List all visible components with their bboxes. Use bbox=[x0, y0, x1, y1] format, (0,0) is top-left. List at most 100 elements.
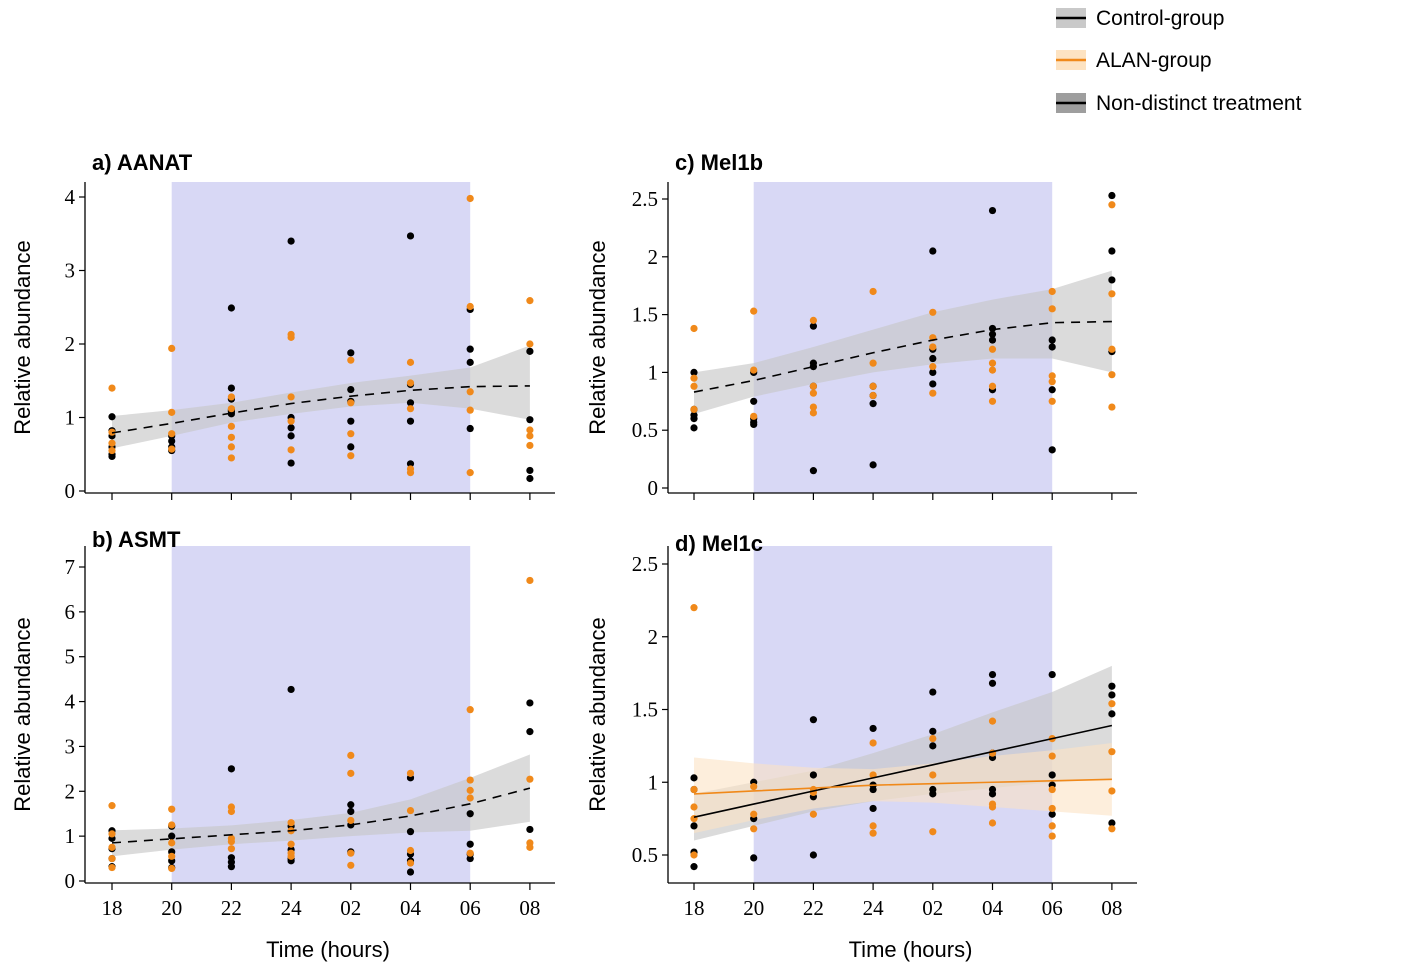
data-point-alan bbox=[347, 769, 355, 777]
data-point-control bbox=[227, 384, 235, 392]
data-point-alan bbox=[168, 839, 176, 847]
data-point-alan bbox=[1108, 290, 1116, 298]
data-point-control bbox=[988, 670, 997, 679]
x-tick-label: 22 bbox=[221, 896, 242, 920]
data-point-alan bbox=[168, 864, 176, 873]
fit-line-alan bbox=[693, 778, 1112, 795]
data-point-control bbox=[988, 206, 997, 215]
data-point-alan bbox=[227, 433, 235, 441]
data-point-alan bbox=[1048, 378, 1056, 386]
data-point-alan bbox=[347, 356, 355, 364]
fit-line-non-distinct bbox=[693, 320, 1112, 393]
data-point-alan bbox=[347, 861, 355, 869]
y-tick-label: 0.5 bbox=[632, 843, 658, 867]
data-point-alan bbox=[1048, 752, 1056, 760]
data-point-alan bbox=[406, 405, 415, 413]
data-point-alan bbox=[1048, 822, 1056, 830]
data-point-alan bbox=[287, 333, 295, 341]
data-point-alan bbox=[869, 382, 877, 390]
data-point-control bbox=[988, 324, 997, 333]
data-point-alan bbox=[1108, 825, 1116, 833]
data-point-alan bbox=[168, 344, 176, 353]
y-tick-label: 2 bbox=[648, 245, 659, 269]
data-point-control bbox=[108, 413, 116, 421]
data-point-alan bbox=[406, 806, 415, 815]
data-point-alan bbox=[526, 576, 534, 585]
data-point-control bbox=[988, 790, 997, 798]
data-point-alan bbox=[1108, 371, 1116, 379]
data-point-alan bbox=[466, 786, 474, 794]
fit-line-non-distinct bbox=[111, 385, 530, 434]
data-point-control bbox=[287, 237, 295, 245]
data-point-control bbox=[347, 807, 355, 816]
data-point-control bbox=[406, 399, 415, 407]
panel-mel1c: 0.5 1 1.5 2 2.5 18 20 22 24 02 04 06 08 d) Mel1c Relat… bbox=[585, 531, 1137, 962]
data-point-control bbox=[466, 854, 474, 863]
data-point-alan bbox=[406, 379, 415, 387]
panel-title: a) AANAT bbox=[92, 150, 193, 175]
data-point-control bbox=[1108, 191, 1116, 200]
data-point-alan bbox=[227, 807, 235, 816]
x-tick-label: 04 bbox=[400, 896, 422, 920]
data-point-control bbox=[1048, 336, 1056, 344]
legend: Control-group ALAN-group Non-distinct tr… bbox=[1056, 7, 1302, 115]
data-point-alan bbox=[526, 426, 534, 434]
data-point-alan bbox=[929, 771, 937, 779]
data-point-alan bbox=[347, 849, 355, 857]
data-point-alan bbox=[287, 446, 295, 454]
data-point-control bbox=[988, 679, 997, 687]
data-point-alan bbox=[690, 785, 698, 794]
data-point-alan bbox=[526, 843, 534, 851]
data-point-alan bbox=[526, 297, 534, 305]
y-tick-label: 2 bbox=[65, 332, 76, 356]
data-point-control bbox=[929, 380, 937, 388]
data-point-control bbox=[168, 437, 176, 445]
data-point-alan bbox=[809, 382, 818, 390]
y-tick-label: 1.5 bbox=[632, 698, 658, 722]
data-point-control bbox=[1048, 343, 1056, 351]
legend-item-control: Control-group bbox=[1056, 7, 1224, 30]
y-tick-label: 3 bbox=[65, 734, 76, 758]
data-point-alan bbox=[287, 852, 295, 860]
data-point-control bbox=[690, 863, 698, 871]
data-point-alan bbox=[929, 389, 937, 397]
data-point-alan bbox=[347, 399, 355, 407]
y-tick-label: 1.5 bbox=[632, 303, 658, 327]
data-point-alan bbox=[287, 393, 295, 401]
data-point-alan bbox=[1048, 372, 1056, 380]
data-point-control bbox=[466, 345, 474, 353]
data-point-control bbox=[929, 688, 937, 696]
y-tick-label: 4 bbox=[65, 690, 76, 714]
data-point-control bbox=[809, 322, 818, 330]
data-point-alan bbox=[227, 443, 235, 451]
data-point-alan bbox=[227, 845, 235, 853]
legend-label-control: Control-group bbox=[1096, 7, 1224, 30]
data-point-alan bbox=[526, 432, 534, 440]
data-point-alan bbox=[168, 408, 176, 416]
y-tick-label: 2 bbox=[65, 779, 76, 803]
data-point-alan bbox=[466, 302, 474, 311]
data-point-control bbox=[526, 728, 534, 736]
data-point-alan bbox=[526, 441, 534, 450]
data-point-control bbox=[287, 685, 295, 694]
data-point-alan bbox=[809, 810, 818, 818]
data-point-alan bbox=[1108, 345, 1116, 353]
data-point-control bbox=[869, 461, 877, 469]
confidence-band-non-distinct bbox=[112, 345, 530, 449]
data-point-alan bbox=[526, 340, 534, 348]
data-point-control bbox=[287, 432, 295, 440]
y-tick-label: 0.5 bbox=[632, 418, 658, 442]
data-point-alan bbox=[227, 454, 235, 462]
data-point-control bbox=[1048, 446, 1056, 454]
night-shading bbox=[171, 182, 471, 493]
x-tick-label: 02 bbox=[922, 896, 943, 920]
panel-aanat: 0 1 2 3 4 a) AANAT Relative abundance bbox=[10, 150, 555, 503]
data-point-alan bbox=[406, 469, 415, 477]
data-point-alan bbox=[1108, 787, 1116, 795]
data-point-alan bbox=[1048, 305, 1056, 313]
x-axis-label: Time (hours) bbox=[266, 937, 390, 962]
data-point-control bbox=[988, 330, 997, 338]
panel-title: d) Mel1c bbox=[675, 531, 763, 556]
y-axis-label: Relative abundance bbox=[10, 240, 35, 434]
